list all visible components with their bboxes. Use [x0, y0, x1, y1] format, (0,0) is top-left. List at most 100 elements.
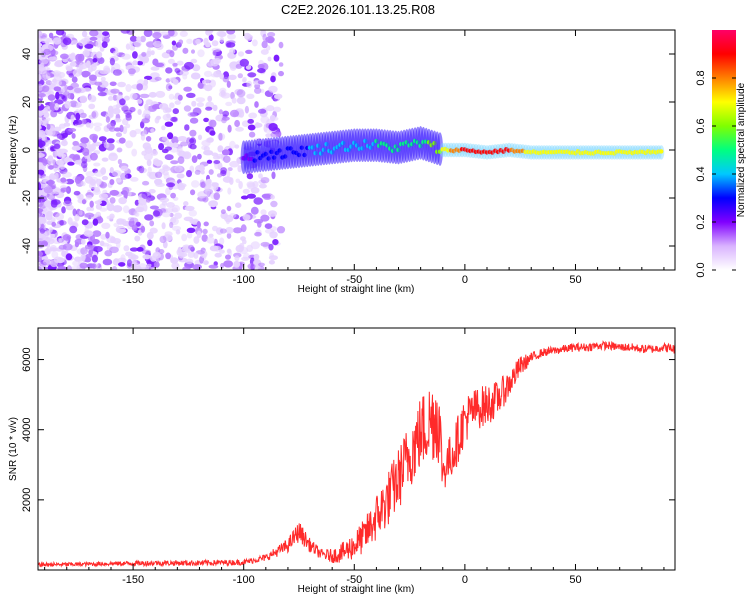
spectrogram-noise-cell	[253, 219, 264, 224]
spectrogram-noise-cell	[40, 241, 49, 247]
spectrogram-noise-cell	[39, 261, 47, 267]
spectrogram-noise-cell	[60, 53, 69, 60]
spectrogram-noise-cell	[65, 204, 74, 211]
snr-panel: -150 -100 -50 0 50 2000 4000 6000 Height of st…	[8, 327, 676, 595]
spectrogram-noise-cell	[152, 210, 160, 217]
spectrogram-noise-cell	[139, 267, 148, 270]
spectrogram-noise-cell	[49, 145, 55, 152]
spectrogram-noise-cell	[150, 255, 157, 262]
spectrogram-noise-cell	[189, 138, 195, 143]
spectrogram-noise-cell	[270, 194, 275, 200]
spectrogram-noise-cell	[38, 216, 44, 225]
spectrogram-noise-cell	[102, 31, 110, 36]
spectrogram-noise-cell	[85, 171, 95, 177]
spectrogram-noise-cell	[170, 192, 177, 199]
spectrogram-noise-cell	[170, 216, 177, 224]
spectrogram-noise-cell	[273, 54, 280, 62]
spectrogram-noise-cell	[235, 202, 242, 208]
spectrogram-noise-cell	[181, 233, 188, 242]
spectrogram-noise-cell	[177, 94, 183, 101]
spectrogram-noise-cell	[137, 60, 143, 66]
spectrogram-noise-cell	[220, 92, 231, 99]
spectrogram-noise-cell	[237, 51, 245, 57]
spectrogram-noise-cell	[94, 81, 103, 86]
spectrogram-noise-cell	[270, 75, 276, 83]
spectrogram-noise-cell	[169, 221, 174, 229]
spectrogram-noise-cell	[43, 186, 53, 194]
snr-plot-area	[38, 328, 675, 570]
spectrogram-noise-cell	[197, 49, 205, 58]
spectrogram-noise-cell	[190, 189, 196, 196]
y-tick-label: 20	[21, 96, 33, 108]
spectrogram-noise-cell	[50, 233, 55, 239]
spectrogram-noise-cell	[211, 152, 219, 157]
spectrogram-noise-cell	[80, 247, 88, 255]
spectrogram-noise-cell	[229, 160, 240, 168]
spectrogram-noise-cell	[196, 221, 201, 229]
spectrogram-noise-cell	[116, 228, 127, 233]
spectrogram-noise-cell	[60, 187, 70, 192]
spectrogram-noise-cell	[247, 72, 257, 78]
spectrogram-noise-cell	[226, 232, 232, 239]
spectrogram-noise-cell	[233, 260, 241, 268]
spectrogram-noise-cell	[93, 162, 101, 167]
spectrogram-noise-cell	[38, 73, 42, 82]
x-tick-label: -150	[122, 574, 144, 586]
spectrogram-noise-cell	[213, 70, 222, 78]
spectrogram-noise-cell	[165, 252, 172, 260]
spectrogram-noise-cell	[125, 113, 132, 121]
x-tick-label: -150	[122, 274, 144, 286]
y-tick-label: 2000	[21, 488, 33, 512]
spectrogram-noise-cell	[81, 219, 89, 226]
spectrogram-noise-cell	[136, 36, 142, 42]
spectrogram-noise-cell	[152, 40, 163, 48]
spectrogram-noise-cell	[240, 224, 247, 233]
spectrogram-noise-cell	[54, 71, 60, 78]
spectrogram-noise-cell	[234, 144, 240, 149]
spectrogram-noise-cell	[88, 74, 97, 81]
spectrogram-noise-cell	[64, 100, 72, 109]
spectrogram-noise-cell	[102, 258, 113, 266]
spectrogram-noise-cell	[219, 36, 224, 43]
spectrogram-noise-cell	[229, 213, 237, 219]
spectrogram-noise-cell	[129, 92, 138, 100]
spectrogram-noise-cell	[200, 169, 205, 175]
spectrogram-noise-cell	[236, 89, 246, 98]
spectrogram-noise-cell	[218, 132, 223, 141]
spectrogram-noise-cell	[81, 199, 87, 205]
spectrogram-noise-cell	[253, 253, 260, 261]
spectrogram-noise-cell	[229, 109, 240, 118]
spectrogram-noise-cell	[201, 79, 207, 85]
spectrogram-noise-cell	[100, 242, 110, 247]
spectrogram-noise-cell	[172, 62, 178, 67]
spectrogram-noise-cell	[264, 228, 275, 234]
spectrogram-noise-cell	[131, 148, 138, 157]
spectrogram-noise-cell	[142, 180, 150, 186]
spectrogram-noise-cell	[142, 129, 147, 136]
spectrogram-noise-cell	[246, 193, 256, 199]
snr-line	[38, 340, 675, 568]
spectrogram-noise-cell	[95, 178, 102, 185]
spectrogram-noise-cell	[138, 165, 145, 174]
spectrogram-noise-cell	[131, 224, 138, 231]
spectrogram-noise-cell	[140, 35, 146, 43]
spectrogram-noise-cell	[138, 197, 148, 206]
page-title: C2E2.2026.101.13.25.R08	[281, 2, 435, 17]
spectrogram-noise-cell	[115, 177, 122, 183]
spectrogram-noise-cell	[66, 265, 72, 270]
spectrogram-noise-cell	[82, 147, 90, 156]
spectrogram-noise-cell	[108, 108, 115, 115]
spectrogram-noise-cell	[155, 115, 162, 120]
spectrogram-noise-cell	[203, 84, 213, 92]
spectrogram-noise-cell	[74, 176, 82, 184]
spectrogram-noise-cell	[208, 264, 219, 269]
spectrogram-noise-cell	[169, 50, 175, 58]
spectrogram-noise-cell	[106, 203, 115, 212]
spectrogram-noise-cell	[123, 192, 128, 200]
spectrogram-noise-cell	[136, 99, 143, 104]
spectrogram-noise-cell	[113, 118, 122, 123]
spectrogram-noise-cell	[74, 119, 83, 125]
spectrogram-noise-cell	[96, 51, 103, 59]
spectrogram-noise-cell	[240, 236, 246, 242]
spectrogram-noise-cell	[208, 233, 214, 238]
